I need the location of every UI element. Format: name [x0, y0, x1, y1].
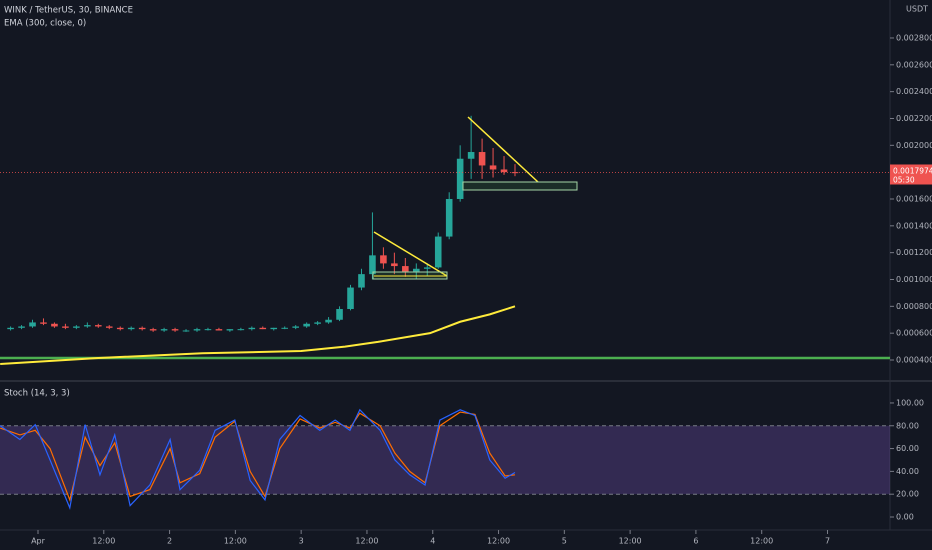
candle-body [413, 268, 420, 272]
y-tick-label: 0.00280000 [896, 33, 932, 42]
candle-body [51, 323, 58, 327]
candle-body [215, 329, 223, 331]
stoch-label: Stoch (14, 3, 3) [4, 389, 70, 399]
candle-body [489, 165, 497, 170]
x-tick-label: 7 [825, 537, 830, 546]
candle-body [105, 326, 113, 328]
candle-body [281, 327, 289, 329]
candle-body [95, 325, 102, 327]
x-tick-label: 4 [430, 537, 435, 546]
candle-body [84, 325, 91, 327]
y-tick-label: 0.00140000 [896, 221, 932, 230]
marks [0, 115, 890, 510]
candle-body [237, 329, 245, 331]
y-tick-label: 0.00060000 [896, 329, 932, 338]
candle-body [226, 329, 234, 331]
x-tick-label: 6 [693, 537, 698, 546]
y-tick-label: 0.00 [896, 512, 914, 521]
ema-label: EMA (300, close, 0) [4, 19, 86, 29]
candle-body [336, 309, 343, 320]
y-tick-label: 0.00120000 [896, 248, 932, 257]
y-tick-label: 0.00200000 [896, 141, 932, 150]
candle-body [7, 327, 14, 330]
y-tick-label: 20.00 [896, 490, 919, 499]
candle-body [204, 329, 212, 331]
y-tick-label: 40.00 [896, 467, 919, 476]
y-tick-label: 0.00160000 [896, 194, 932, 203]
stoch-line [0, 411, 516, 502]
candle-body [160, 329, 168, 331]
trend-line [373, 231, 448, 277]
candle-body [391, 263, 398, 267]
x-tick-label: 12:00 [224, 537, 247, 546]
x-tick-label: 12:00 [355, 537, 378, 546]
candle-body [511, 172, 519, 174]
y-tick-label: 80.00 [896, 421, 919, 430]
y-tick-label: 0.00080000 [896, 302, 932, 311]
trend-line [467, 116, 539, 183]
candle-body [369, 255, 376, 275]
x-tick-label: 12:00 [750, 537, 773, 546]
x-tick-label: 12:00 [487, 537, 510, 546]
candle-body [193, 329, 201, 331]
candle-body [248, 327, 256, 330]
candle-body [402, 266, 409, 272]
candle-body [380, 255, 387, 264]
x-tick-label: Apr [31, 537, 46, 546]
stoch-band [0, 425, 890, 495]
candle-body [325, 319, 332, 323]
candle-body [270, 327, 278, 330]
candle-body [445, 198, 453, 237]
candle-body [303, 323, 310, 327]
countdown: 05:30 [893, 176, 915, 185]
drawn-box [462, 181, 578, 191]
x-tick-label: 5 [562, 537, 567, 546]
x-tick-label: 3 [299, 537, 304, 546]
stoch-line [0, 408, 516, 510]
candle-body [292, 326, 299, 328]
candle-body [358, 274, 365, 288]
symbol-title: WINK / TetherUS, 30, BINANCE [4, 6, 133, 16]
candle-body [62, 326, 69, 328]
candle-body [40, 322, 47, 324]
currency: USDT [906, 5, 928, 14]
candle-body [73, 326, 80, 328]
candle-body [149, 329, 157, 331]
candle-body [182, 330, 190, 332]
candle-body [467, 152, 475, 159]
last-price-box [890, 164, 932, 185]
x-tick-label: 12:00 [619, 537, 642, 546]
candle-body [259, 327, 267, 330]
candle-body [127, 327, 135, 330]
last-price-label: 0.00179742 [893, 167, 932, 176]
candle-body [347, 287, 354, 310]
candle-body [423, 267, 431, 269]
candle-body [434, 236, 442, 268]
candle-body [478, 152, 486, 166]
y-tick-label: 0.00240000 [896, 87, 932, 96]
y-tick-label: 60.00 [896, 444, 919, 453]
candle-body [116, 327, 124, 330]
candle-body [500, 169, 508, 173]
y-tick-label: 0.00040000 [896, 356, 932, 365]
y-tick-label: 0.00100000 [896, 275, 932, 284]
ema-line [0, 305, 516, 366]
candle-body [29, 322, 36, 327]
drawings [372, 116, 578, 280]
y-tick-label: 0.00260000 [896, 60, 932, 69]
candle-body [138, 327, 146, 330]
candle-body [171, 329, 179, 331]
candle-body [456, 158, 464, 199]
y-tick-label: 0.00220000 [896, 114, 932, 123]
x-tick-label: 12:00 [92, 537, 115, 546]
candle-body [314, 322, 321, 324]
x-tick-label: 2 [167, 537, 172, 546]
y-tick-label: 100.00 [896, 398, 924, 407]
candle-body [18, 326, 25, 328]
